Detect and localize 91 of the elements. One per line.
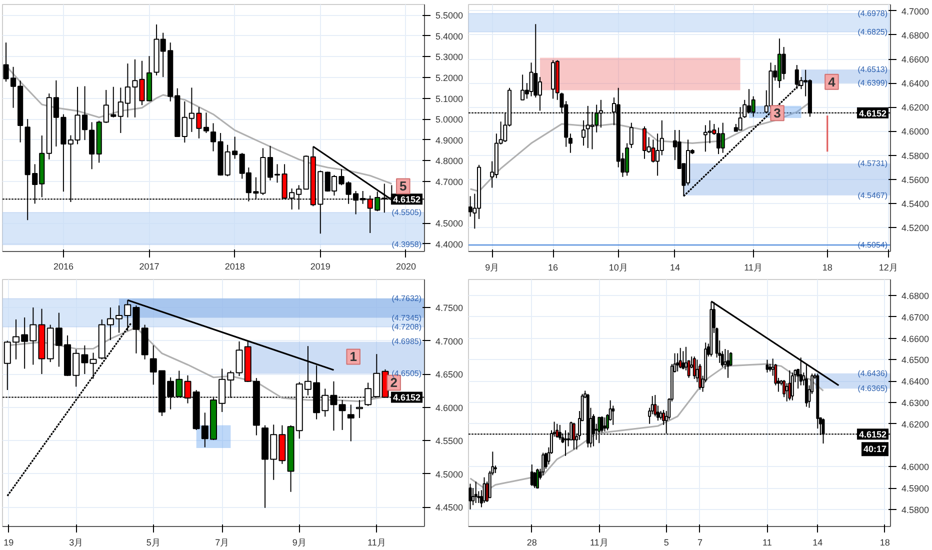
y-tick-label: 4.6200 <box>902 102 930 113</box>
annotation: 1 <box>350 349 357 364</box>
annotation: 4 <box>828 74 836 90</box>
annotation: 40:17 <box>863 444 887 454</box>
y-tick-label: 5.1000 <box>436 94 464 104</box>
y-tick-label: 4.6200 <box>902 419 930 430</box>
ref-line-label: 4.6152 <box>392 194 421 205</box>
ref-line-label: 4.6152 <box>858 108 887 118</box>
annotation: (4.6365) <box>858 384 888 394</box>
annotation: (4.5505) <box>392 208 422 218</box>
y-tick-label: 4.6700 <box>902 312 930 322</box>
y-tick-label: 4.5200 <box>902 222 930 233</box>
annotation: (4.6436) <box>858 368 888 378</box>
y-tick-label: 4.6000 <box>436 402 464 413</box>
candlestick <box>347 404 354 442</box>
y-tick-label: 4.5500 <box>436 436 464 446</box>
annotation: (4.5731) <box>858 159 888 168</box>
y-tick-label: 4.9000 <box>436 135 464 146</box>
y-tick-label: 4.6800 <box>902 30 930 40</box>
x-tick-label: 28 <box>526 538 537 548</box>
y-tick-label: 4.6600 <box>902 334 930 344</box>
annotation: 3 <box>774 106 781 121</box>
x-tick-label: 2019 <box>310 262 330 272</box>
annotation: (4.6513) <box>858 64 888 74</box>
x-tick-label: 2016 <box>53 262 74 272</box>
y-tick-label: 4.5600 <box>902 174 930 185</box>
x-tick-label: 9月 <box>292 538 306 548</box>
y-tick-label: 4.6500 <box>902 355 930 366</box>
annotation: (4.3958) <box>392 240 422 250</box>
annotation: 5 <box>400 178 407 194</box>
candlestick <box>89 122 95 170</box>
x-tick-label: 3月 <box>69 538 84 548</box>
y-tick-label: 5.2000 <box>436 72 464 83</box>
y-tick-label: 4.6400 <box>902 376 930 387</box>
candlestick <box>90 352 97 380</box>
x-tick-label: 18 <box>822 262 832 272</box>
x-tick-label: 11 <box>762 538 772 548</box>
y-tick-label: 4.6000 <box>902 462 930 472</box>
annotation: (4.6985) <box>392 337 422 346</box>
y-tick-label: 4.5000 <box>436 218 464 229</box>
x-tick-label: 9月 <box>485 262 500 272</box>
x-tick-label: 7月 <box>215 538 230 548</box>
y-tick-label: 4.6800 <box>902 291 930 302</box>
x-tick-label: 12月 <box>878 262 898 272</box>
y-tick-label: 4.7000 <box>436 336 464 346</box>
annotation: (4.6399) <box>858 78 888 88</box>
y-tick-label: 4.5000 <box>436 469 464 480</box>
y-tick-label: 4.6400 <box>902 78 930 89</box>
y-tick-label: 4.5900 <box>902 484 930 494</box>
y-tick-label: 4.7000 <box>902 6 930 16</box>
y-tick-label: 4.6300 <box>902 398 930 408</box>
y-tick-label: 4.4000 <box>436 239 464 250</box>
y-tick-label: 4.7000 <box>436 176 464 187</box>
x-tick-label: 7 <box>697 538 702 548</box>
x-tick-label: 14 <box>812 538 823 548</box>
x-tick-label: 2017 <box>139 262 160 272</box>
x-tick-label: 14 <box>670 262 680 272</box>
annotation: (4.7208) <box>392 322 422 332</box>
annotation: (4.6825) <box>858 27 888 36</box>
annotation: (4.7345) <box>392 313 422 322</box>
y-tick-label: 4.4500 <box>436 502 464 513</box>
y-tick-label: 5.4000 <box>436 31 464 42</box>
y-tick-label: 4.7500 <box>436 302 464 313</box>
x-tick-label: 19 <box>4 538 14 548</box>
annotation: 2 <box>390 375 398 390</box>
x-tick-label: 11月 <box>744 262 763 272</box>
y-tick-label: 4.5800 <box>902 150 930 161</box>
annotation: (4.5467) <box>858 190 888 200</box>
candlestick <box>338 400 346 430</box>
x-tick-label: 5月 <box>146 538 160 548</box>
y-tick-label: 4.6500 <box>436 370 464 380</box>
x-tick-label: 18 <box>880 538 890 548</box>
y-tick-label: 5.5000 <box>436 10 464 21</box>
y-tick-label: 5.3000 <box>436 52 464 62</box>
x-tick-label: 11月 <box>367 538 386 548</box>
x-tick-label: 16 <box>548 262 558 272</box>
x-tick-label: 2018 <box>224 262 245 272</box>
y-tick-label: 4.8000 <box>436 156 464 166</box>
ref-line-label: 4.6152 <box>858 430 887 440</box>
x-tick-label: 10月 <box>608 262 628 272</box>
x-tick-label: 11月 <box>590 538 608 548</box>
ref-line-label: 4.6152 <box>392 392 421 403</box>
x-tick-label: 2020 <box>396 262 416 272</box>
y-tick-label: 4.6000 <box>902 126 930 137</box>
candlestick <box>356 400 363 418</box>
y-tick-label: 5.0000 <box>436 114 464 125</box>
x-tick-label: 5 <box>664 538 669 548</box>
y-tick-label: 4.6600 <box>902 54 930 64</box>
y-tick-label: 4.5400 <box>902 198 930 209</box>
y-tick-label: 4.5800 <box>902 504 930 515</box>
annotation: (4.6978) <box>858 9 888 18</box>
